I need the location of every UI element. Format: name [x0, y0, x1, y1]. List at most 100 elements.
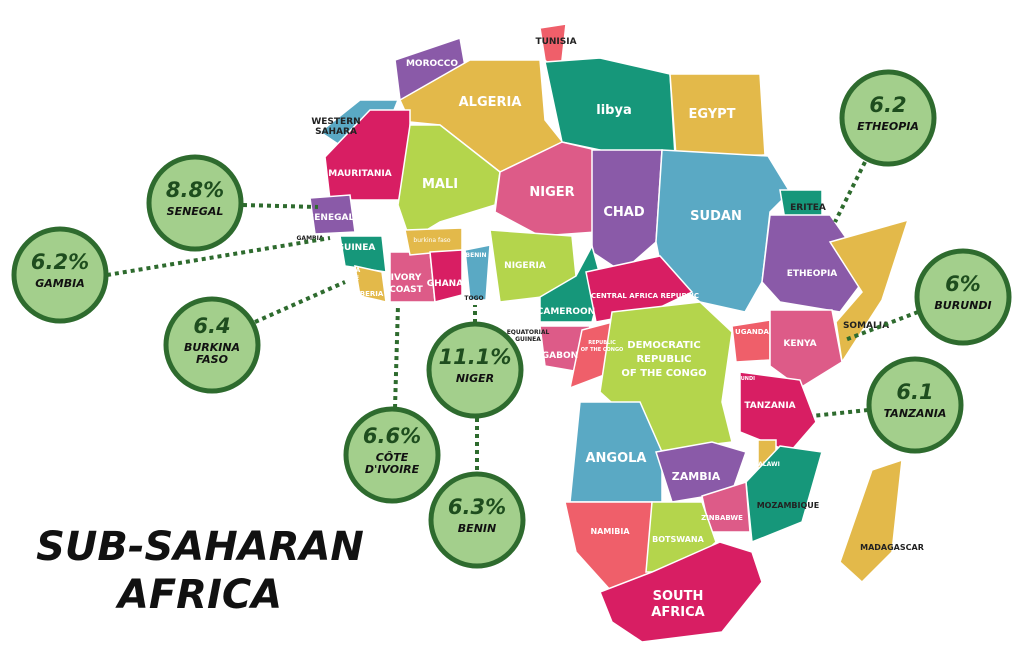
country-label: SOUTH	[653, 589, 704, 604]
country-label: DEMOCRATIC	[627, 340, 700, 351]
country-label: NIGERIA	[504, 261, 546, 271]
country	[339, 235, 387, 273]
country-label: GUINEA	[337, 243, 376, 253]
country-label: burkina faso	[413, 237, 451, 244]
country-label: LEONE	[337, 275, 359, 282]
country-label: MADAGASCAR	[860, 543, 924, 552]
country-label: NAMIBIA	[590, 527, 630, 536]
country-label: SENEGAL	[308, 213, 355, 223]
country-label: REPUBLIC	[636, 354, 691, 365]
connector	[833, 161, 867, 223]
callout-name: GAMBIA	[35, 277, 84, 290]
country-label: CENTRAL AFRICA REPUBLIC	[591, 292, 699, 300]
country-label: GHANA	[427, 279, 463, 289]
country-label: OF THE CONGO	[621, 368, 706, 379]
country-label: GABON	[542, 351, 578, 361]
country-label: LIBERIA	[353, 290, 384, 298]
callout-circle	[163, 296, 261, 394]
country	[354, 265, 387, 303]
country	[745, 445, 823, 544]
country	[591, 149, 663, 273]
country-label: ERITEA	[790, 203, 826, 213]
connector	[844, 310, 919, 342]
callout-circle	[146, 154, 244, 252]
country-label: TUNISIA	[535, 37, 576, 47]
connector	[811, 408, 869, 418]
country-label: SAHARA	[315, 127, 357, 137]
callout-value: 6.2	[869, 93, 906, 117]
country-label: ZAMBIA	[672, 470, 721, 483]
connector	[242, 203, 319, 209]
callout-circle	[343, 406, 441, 504]
country-label: UGANDA	[735, 328, 770, 336]
callout-value: 6.4	[193, 314, 230, 338]
country	[397, 124, 501, 242]
country	[669, 73, 766, 157]
country-label: MALAWI	[752, 461, 780, 468]
country-label: ALGERIA	[459, 95, 522, 110]
callout-circle	[428, 471, 526, 569]
country-label: BENIN	[466, 252, 487, 259]
country-label: TOGO	[464, 295, 483, 302]
country-label: TANZANIA	[744, 401, 795, 411]
callout-circle	[426, 321, 524, 419]
country-label: REPUBLIC	[588, 340, 616, 346]
country	[769, 309, 843, 389]
callout-value: 8.8%	[166, 178, 224, 202]
country	[585, 255, 694, 323]
country-label: OF THE CONGO	[581, 347, 624, 353]
connector	[106, 236, 331, 277]
country-label: MAURITANIA	[328, 169, 392, 179]
connectors	[106, 161, 919, 472]
country-label: MALI	[422, 177, 458, 192]
country-label: EQUATORIAL	[507, 329, 550, 336]
callout-circle	[866, 356, 964, 454]
country-label: GAMBIA	[297, 235, 324, 242]
callout-name: NIGER	[456, 372, 494, 385]
callout-name: BENIN	[458, 522, 496, 535]
country-label: SOMALIA	[843, 321, 889, 331]
callout-name: CÔTE	[376, 450, 409, 464]
country	[464, 244, 491, 301]
callout-value: 6.3%	[448, 495, 506, 519]
country-label: EGYPT	[688, 107, 735, 122]
connector	[393, 304, 400, 409]
callout-name: FASO	[196, 353, 228, 366]
country-label: BURUNDI	[729, 376, 755, 382]
connector	[254, 280, 346, 324]
callout-name: ETHEOPIA	[857, 120, 919, 133]
country	[739, 371, 817, 453]
country-label: ZINBABWE	[701, 514, 743, 522]
country-label: GUINEA	[515, 336, 541, 343]
callout-circle	[11, 226, 109, 324]
country-label: COAST	[389, 285, 423, 295]
countries	[309, 23, 910, 643]
callout-name: SENEGAL	[167, 205, 224, 218]
country-label: SIERRA	[336, 267, 361, 274]
country-label: ANGOLA	[585, 451, 646, 466]
callout-value: 6.6%	[363, 424, 421, 448]
country-label: ETHEOPIA	[787, 269, 838, 279]
callout-value: 6%	[945, 272, 981, 296]
country-label: KENYA	[783, 339, 816, 349]
country	[569, 401, 663, 503]
callout-value: 6.1	[896, 380, 933, 404]
callout-circle	[839, 69, 937, 167]
country-label: MOZAMBIQUE	[757, 501, 820, 510]
country	[839, 458, 903, 584]
country-labels: TUNISIA MOROCCO ALGERIA libya EGYPT WEST…	[297, 37, 924, 620]
callout-name: BURUNDI	[934, 299, 991, 312]
country	[731, 319, 771, 363]
callout-value: 11.1%	[439, 345, 512, 369]
callout-name: D'IVOIRE	[365, 463, 420, 476]
callout-name: BURKINA	[184, 341, 240, 354]
callout-circle	[914, 248, 1012, 346]
country-label: WESTERN	[311, 117, 360, 127]
country-label: SUDAN	[690, 209, 742, 224]
title: SUB-SAHARAN	[36, 524, 364, 570]
country	[599, 541, 763, 643]
country-label: MOROCCO	[406, 59, 458, 69]
country-label: CHAD	[603, 205, 644, 220]
